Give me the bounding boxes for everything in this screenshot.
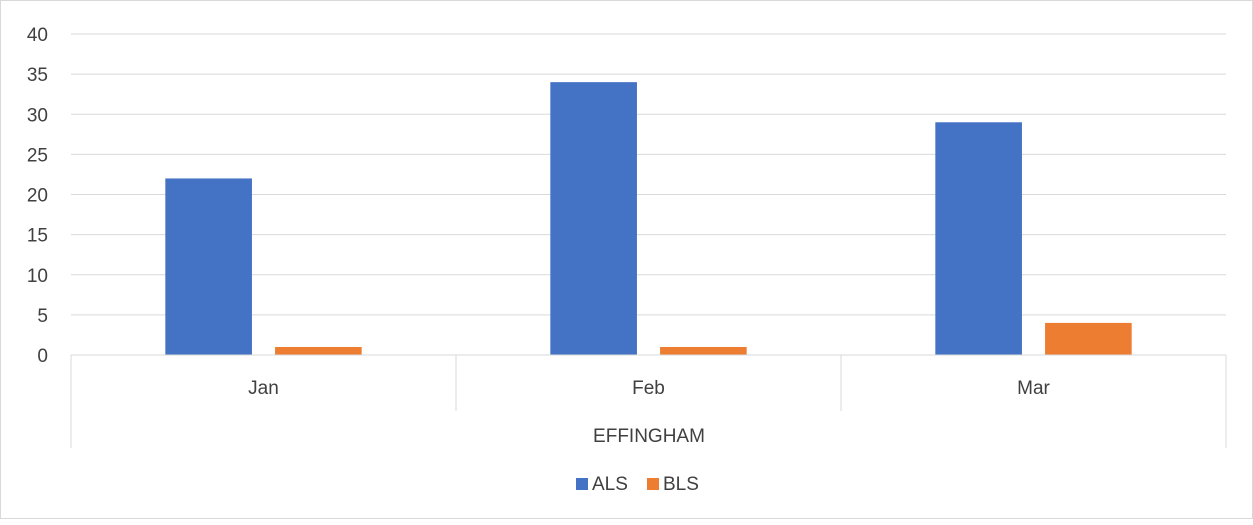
bar-als-jan xyxy=(165,178,252,355)
x-axis: Jan Feb Mar xyxy=(70,354,1227,448)
y-tick-label: 10 xyxy=(27,266,48,287)
y-tick-label: 0 xyxy=(37,346,48,367)
y-tick-label: 5 xyxy=(37,306,48,327)
y-tick-label: 35 xyxy=(27,65,48,86)
x-tick-label: Jan xyxy=(248,378,279,399)
bar-bls-feb xyxy=(660,346,747,355)
bars xyxy=(165,82,1132,356)
bar-bls-jan xyxy=(275,346,362,355)
legend-swatch-als xyxy=(576,478,588,490)
gridlines xyxy=(71,33,1226,316)
y-tick-label: 25 xyxy=(27,145,48,166)
y-tick-label: 30 xyxy=(27,105,48,126)
x-tick-label: Feb xyxy=(632,378,665,399)
y-axis-ticks: 0 5 10 15 20 25 30 35 40 xyxy=(27,25,48,367)
x-tick-label: Mar xyxy=(1017,378,1050,399)
y-tick-label: 15 xyxy=(27,226,48,247)
legend-label-bls: BLS xyxy=(663,474,699,495)
bar-als-mar xyxy=(935,122,1022,356)
legend: ALS BLS xyxy=(576,474,699,495)
bar-als-feb xyxy=(550,82,637,356)
bar-bls-mar xyxy=(1045,322,1132,355)
category-group-label: EFFINGHAM xyxy=(593,426,705,447)
legend-swatch-bls xyxy=(647,478,659,490)
y-tick-label: 20 xyxy=(27,186,48,207)
legend-label-als: ALS xyxy=(592,474,628,495)
y-tick-label: 40 xyxy=(27,25,48,46)
